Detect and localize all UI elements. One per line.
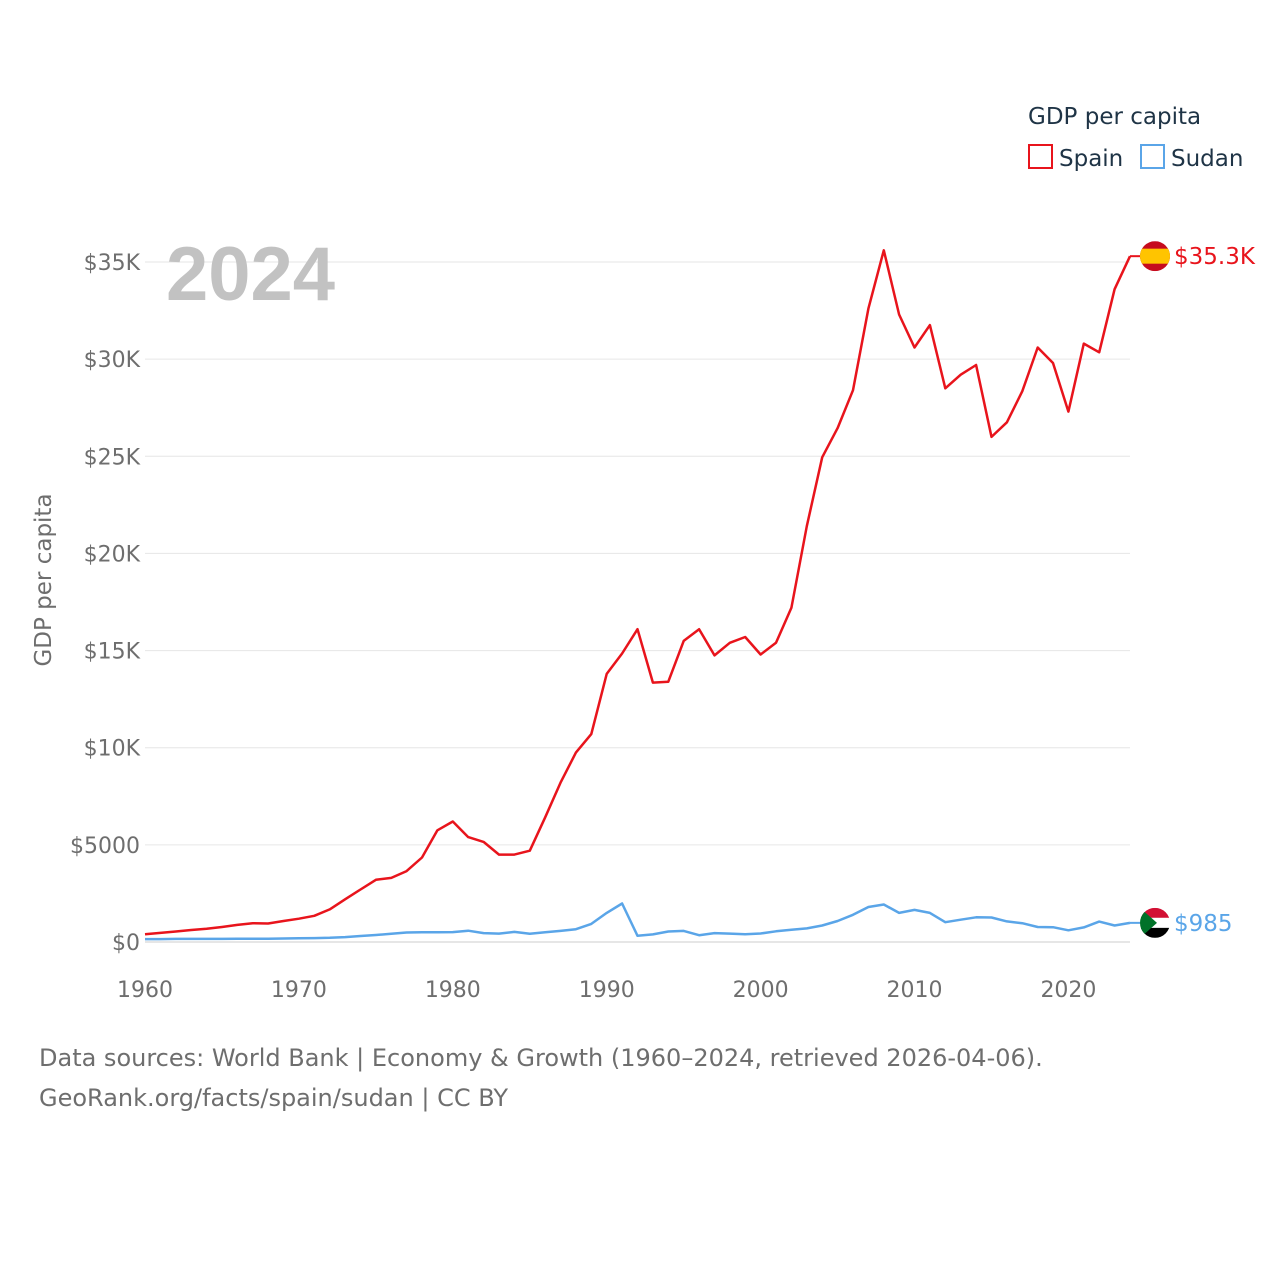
- legend-label-spain[interactable]: Spain: [1059, 146, 1123, 172]
- y-tick-label: $35K: [84, 251, 141, 276]
- y-tick-label: $30K: [84, 348, 141, 373]
- series-line-spain[interactable]: [144, 249, 1132, 936]
- footer-attribution[interactable]: GeoRank.org/facts/spain/sudan | CC BY: [39, 1084, 509, 1112]
- x-tick-label: 2010: [887, 978, 943, 1003]
- x-tick-label: 1960: [117, 978, 173, 1003]
- legend-title: GDP per capita: [1028, 104, 1201, 130]
- y-tick-label: $15K: [84, 640, 141, 665]
- y-axis-ticks: $0 $5000 $10K $15K $20K $25K $30K $35K: [70, 251, 141, 956]
- x-tick-label: 2020: [1040, 978, 1096, 1003]
- y-tick-label: $25K: [84, 445, 141, 470]
- sudan-flag-icon: [1140, 907, 1170, 938]
- end-value-label-sudan: $985: [1174, 911, 1233, 937]
- end-value-label-spain: $35.3K: [1174, 244, 1256, 270]
- spain-flag-icon: [1140, 241, 1170, 272]
- y-tick-label: $0: [112, 931, 140, 956]
- legend: GDP per capita Spain Sudan: [1028, 104, 1243, 172]
- y-tick-label: $5000: [70, 834, 140, 859]
- legend-swatch-sudan[interactable]: [1140, 144, 1165, 169]
- x-tick-label: 1990: [579, 978, 635, 1003]
- series-end-markers: $35.3K $985: [1130, 241, 1256, 938]
- x-tick-label: 1980: [425, 978, 481, 1003]
- x-tick-label: 1970: [271, 978, 327, 1003]
- x-axis-ticks: 1960 1970 1980 1990 2000 2010 2020: [117, 978, 1096, 1003]
- series-lines: [144, 249, 1132, 941]
- gridlines: [145, 261, 1130, 943]
- legend-swatch-spain[interactable]: [1028, 144, 1053, 169]
- footer-sources: Data sources: World Bank | Economy & Gro…: [39, 1044, 1043, 1072]
- y-tick-label: $20K: [84, 542, 141, 567]
- y-tick-label: $10K: [84, 737, 141, 762]
- series-line-sudan[interactable]: [145, 902, 1131, 941]
- y-axis-title: GDP per capita: [31, 493, 57, 666]
- legend-label-sudan[interactable]: Sudan: [1171, 146, 1243, 172]
- x-tick-label: 2000: [733, 978, 789, 1003]
- year-label: 2024: [166, 232, 335, 317]
